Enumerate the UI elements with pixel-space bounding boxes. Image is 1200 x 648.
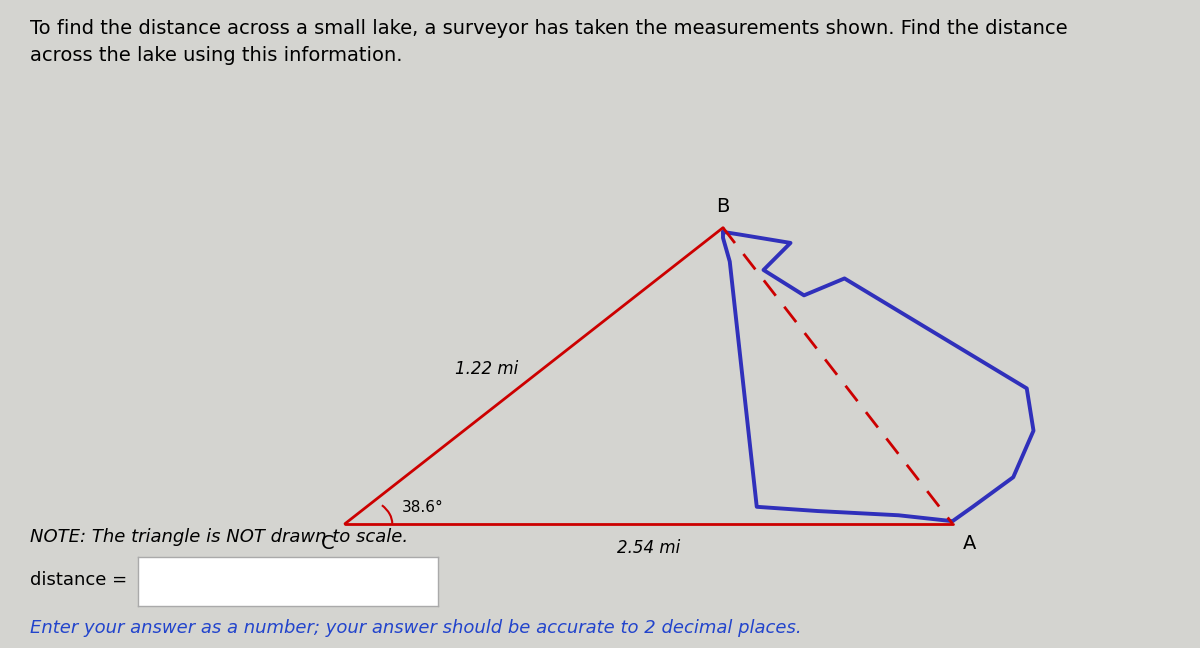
Text: A: A: [964, 534, 977, 553]
Text: 2.54 mi: 2.54 mi: [617, 539, 680, 557]
Text: 1.22 mi: 1.22 mi: [455, 360, 518, 378]
Text: NOTE: The triangle is NOT drawn to scale.: NOTE: The triangle is NOT drawn to scale…: [30, 528, 408, 546]
Text: 38.6°: 38.6°: [402, 500, 444, 515]
Text: Enter your answer as a number; your answer should be accurate to 2 decimal place: Enter your answer as a number; your answ…: [30, 619, 802, 637]
Text: B: B: [716, 197, 730, 216]
Text: distance =: distance =: [30, 571, 127, 589]
Text: C: C: [320, 534, 334, 553]
Text: To find the distance across a small lake, a surveyor has taken the measurements : To find the distance across a small lake…: [30, 19, 1068, 65]
